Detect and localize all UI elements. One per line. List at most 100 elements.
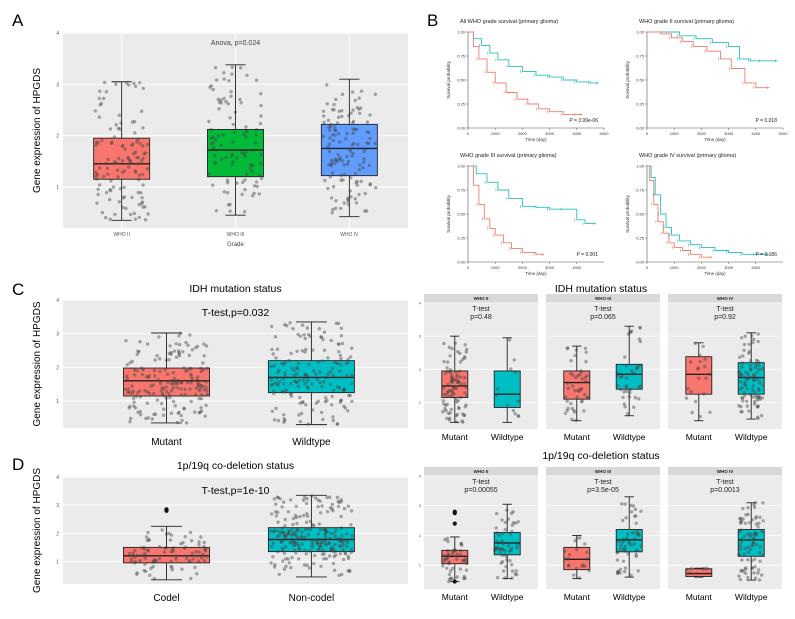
data-point — [753, 557, 757, 561]
data-point — [353, 127, 357, 132]
data-point — [97, 96, 102, 101]
data-point — [629, 368, 634, 373]
data-point — [108, 217, 112, 221]
data-point — [616, 571, 620, 575]
data-point — [141, 172, 145, 177]
data-point — [621, 559, 626, 563]
data-point — [188, 387, 192, 391]
data-point — [760, 529, 764, 534]
data-point — [349, 523, 353, 527]
data-point — [511, 521, 515, 525]
data-point — [284, 534, 288, 538]
data-point — [274, 514, 279, 518]
data-point — [495, 387, 500, 391]
data-point — [321, 417, 325, 422]
data-point — [754, 358, 759, 362]
data-point — [157, 335, 161, 339]
data-point — [450, 376, 454, 380]
data-point — [510, 569, 515, 573]
data-point — [445, 360, 450, 364]
panel-label-d: D — [12, 455, 24, 474]
box — [685, 568, 713, 577]
data-point — [274, 502, 278, 506]
data-point — [132, 396, 136, 400]
data-point — [357, 192, 361, 197]
tick-label: 4 — [419, 301, 422, 306]
data-point — [322, 114, 326, 118]
data-point — [575, 547, 579, 552]
data-point — [323, 542, 328, 546]
data-point — [295, 372, 299, 376]
data-point — [453, 548, 457, 552]
data-point — [368, 113, 372, 117]
data-point — [141, 126, 145, 130]
data-point — [563, 557, 568, 561]
data-point — [203, 549, 208, 553]
tick-label: 4 — [56, 31, 59, 37]
data-point — [454, 370, 458, 374]
data-point — [114, 123, 118, 127]
data-point — [339, 498, 344, 502]
p-value: P = 0.018 — [756, 118, 778, 124]
x-tick-label: Mutant — [442, 432, 469, 442]
chart-b3: WHO grade III survival (primary glioma)0… — [446, 153, 604, 276]
data-point — [587, 568, 591, 573]
data-point — [104, 215, 108, 220]
x-tick-label: Codel — [153, 593, 179, 604]
data-point — [289, 394, 294, 398]
x-tick-label: Mutant — [686, 432, 713, 442]
data-point — [231, 140, 235, 144]
data-point — [454, 397, 458, 401]
data-point — [464, 561, 469, 566]
data-point — [306, 333, 311, 337]
data-point — [242, 151, 246, 156]
data-point — [141, 368, 145, 372]
box — [737, 529, 765, 557]
data-point — [274, 406, 278, 411]
p-value: P = 0.001 — [577, 252, 599, 258]
plot-background — [63, 300, 408, 428]
data-point — [296, 332, 300, 336]
data-point — [342, 173, 347, 177]
data-point — [124, 206, 128, 211]
data-point — [202, 354, 206, 358]
data-point — [338, 369, 342, 373]
facet-strip — [546, 467, 660, 476]
data-point — [627, 395, 631, 399]
data-point — [740, 365, 744, 369]
data-point — [632, 371, 636, 376]
data-point — [334, 97, 338, 102]
x-tick-label: 2000 — [697, 131, 707, 136]
data-point — [459, 542, 463, 546]
data-point — [462, 576, 466, 581]
data-point — [616, 539, 621, 544]
data-point — [300, 542, 304, 546]
data-point — [337, 500, 341, 505]
data-point — [320, 410, 324, 415]
data-point — [344, 137, 348, 141]
facet-label: WHO III — [595, 469, 611, 474]
data-point — [315, 377, 319, 382]
data-point — [450, 346, 454, 351]
data-point — [181, 541, 185, 545]
data-point — [224, 155, 228, 159]
data-point — [569, 371, 573, 376]
data-point — [633, 514, 637, 518]
data-point — [140, 546, 144, 550]
box — [493, 370, 521, 408]
x-tick-label: 4000 — [572, 265, 582, 270]
data-point — [575, 395, 579, 399]
data-point — [637, 337, 642, 341]
plot-background — [424, 303, 538, 429]
data-point — [213, 138, 218, 142]
data-point — [303, 527, 308, 532]
data-point — [209, 84, 213, 88]
survival-curve-high — [468, 165, 596, 225]
data-point — [737, 574, 741, 578]
data-point — [179, 542, 183, 546]
data-point — [119, 121, 123, 125]
data-point — [153, 559, 158, 563]
data-point — [742, 391, 747, 395]
data-point — [756, 332, 760, 336]
data-point — [285, 323, 289, 328]
